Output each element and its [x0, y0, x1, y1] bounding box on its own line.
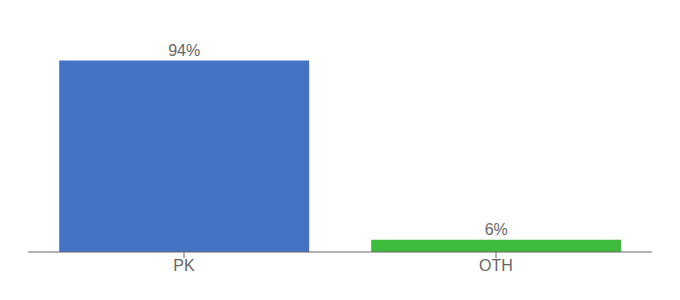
svg-text:94%: 94%: [168, 42, 200, 59]
svg-text:6%: 6%: [485, 221, 508, 238]
svg-text:OTH: OTH: [479, 257, 513, 274]
svg-text:PK: PK: [173, 257, 195, 274]
